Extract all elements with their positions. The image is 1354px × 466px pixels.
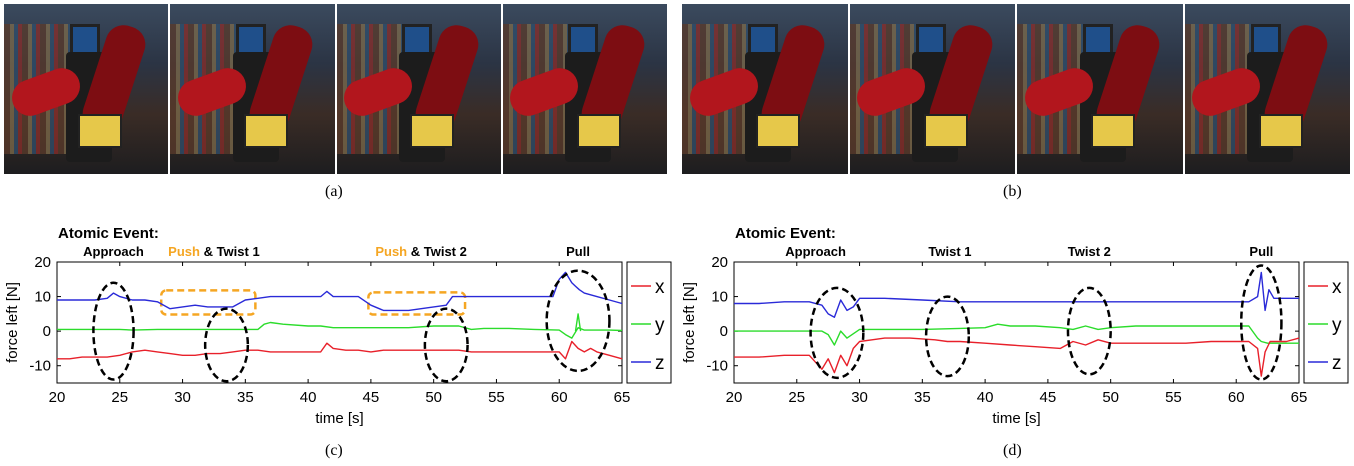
y-tick-label: 10 (711, 289, 728, 306)
x-tick-label: 65 (1291, 389, 1308, 406)
event-ellipse (92, 281, 135, 381)
event-label: Push & Twist 2 (375, 244, 467, 259)
robot-photo-frame (682, 4, 848, 174)
event-label-part: Twist 2 (1068, 244, 1111, 259)
photo-strip-b (682, 4, 1350, 174)
plot-area (56, 261, 623, 384)
event-label: Push & Twist 1 (168, 244, 260, 259)
y-tick-label: 20 (34, 254, 51, 271)
event-label: Approach (83, 244, 144, 259)
event-label-part: Approach (785, 244, 846, 259)
x-axis-label: time [s] (315, 410, 363, 427)
x-tick-label: 65 (614, 389, 631, 406)
x-tick-label: 25 (111, 389, 128, 406)
series-y-line (574, 313, 582, 332)
y-tick-label: -10 (29, 358, 51, 375)
event-ellipse (924, 295, 971, 378)
atomic-event-header: Atomic Event: (735, 225, 836, 242)
robot-photo-frame (1017, 4, 1183, 174)
event-label: Twist 1 (928, 244, 971, 259)
x-tick-label: 25 (788, 389, 805, 406)
x-axis-label: time [s] (992, 410, 1040, 427)
series-x-line (57, 340, 623, 360)
series-y-line (734, 323, 1299, 346)
event-label-part: & Twist 2 (407, 244, 467, 259)
y-axis-label: force left [N] (681, 282, 698, 363)
series-y-line (57, 321, 623, 339)
x-tick-label: 20 (49, 389, 66, 406)
x-tick-label: 20 (726, 389, 743, 406)
caption-a: (a) (325, 183, 343, 200)
series-z-line (734, 271, 1299, 319)
event-label-part: Push (375, 244, 407, 259)
legend-label-z: z (1332, 353, 1342, 374)
x-tick-label: 40 (300, 389, 317, 406)
x-tick-label: 55 (488, 389, 505, 406)
event-label-part: Approach (83, 244, 144, 259)
x-tick-label: 60 (1228, 389, 1245, 406)
x-tick-label: 40 (977, 389, 994, 406)
event-ellipse (203, 307, 250, 383)
plot-area (733, 261, 1300, 384)
robot-photo-frame (502, 4, 667, 174)
event-ellipse (1239, 264, 1283, 381)
legend-label-x: x (655, 277, 665, 298)
x-tick-label: 45 (1040, 389, 1057, 406)
x-tick-label: 60 (551, 389, 568, 406)
legend-label-z: z (655, 353, 665, 374)
robot-photo-frame (170, 4, 335, 174)
y-tick-label: -10 (706, 358, 728, 375)
legend-label-y: y (655, 315, 665, 336)
x-tick-label: 30 (851, 389, 868, 406)
atomic-event-header: Atomic Event: (58, 225, 159, 242)
event-ellipse (545, 269, 611, 373)
x-tick-label: 55 (1165, 389, 1182, 406)
robot-photo-frame (1184, 4, 1350, 174)
event-ellipse (423, 307, 469, 383)
x-tick-label: 35 (237, 389, 254, 406)
legend-label-x: x (1332, 277, 1342, 298)
legend-box (626, 261, 672, 384)
y-tick-label: 0 (43, 323, 51, 340)
force-chart-c: Atomic Event:Approach Push & Twist 1 Push … (4, 225, 672, 427)
event-ellipse (809, 286, 865, 380)
y-tick-label: 10 (34, 289, 51, 306)
x-tick-label: 50 (1102, 389, 1119, 406)
robot-photo-frame (849, 4, 1015, 174)
caption-d: (d) (1003, 442, 1022, 459)
y-tick-label: 0 (720, 323, 728, 340)
legend-label-y: y (1332, 315, 1342, 336)
x-tick-label: 35 (914, 389, 931, 406)
highlight-box (159, 289, 257, 316)
event-label: Approach (785, 244, 846, 259)
event-label: Pull (566, 244, 590, 259)
robot-photo-frame (336, 4, 501, 174)
event-label-part: Push (168, 244, 200, 259)
x-tick-label: 50 (425, 389, 442, 406)
series-x-line (734, 337, 1300, 377)
y-tick-label: 20 (711, 254, 728, 271)
legend-box (1303, 261, 1349, 384)
series-z-line (57, 271, 623, 312)
event-label-part: Twist 1 (928, 244, 971, 259)
force-chart-d: Atomic Event: Approach Twist 1 Twist 2 Pull 2… (681, 225, 1349, 427)
event-label: Twist 2 (1068, 244, 1111, 259)
x-tick-label: 30 (174, 389, 191, 406)
x-tick-label: 45 (363, 389, 380, 406)
robot-photo-frame (4, 4, 169, 174)
event-label-part: Pull (566, 244, 590, 259)
caption-b: (b) (1003, 183, 1022, 200)
event-label-part: & Twist 1 (200, 244, 260, 259)
y-axis-label: force left [N] (4, 282, 21, 363)
caption-c: (c) (325, 442, 343, 459)
event-label-part: Pull (1249, 244, 1273, 259)
photo-strip-a (4, 4, 667, 174)
event-label: Pull (1249, 244, 1273, 259)
